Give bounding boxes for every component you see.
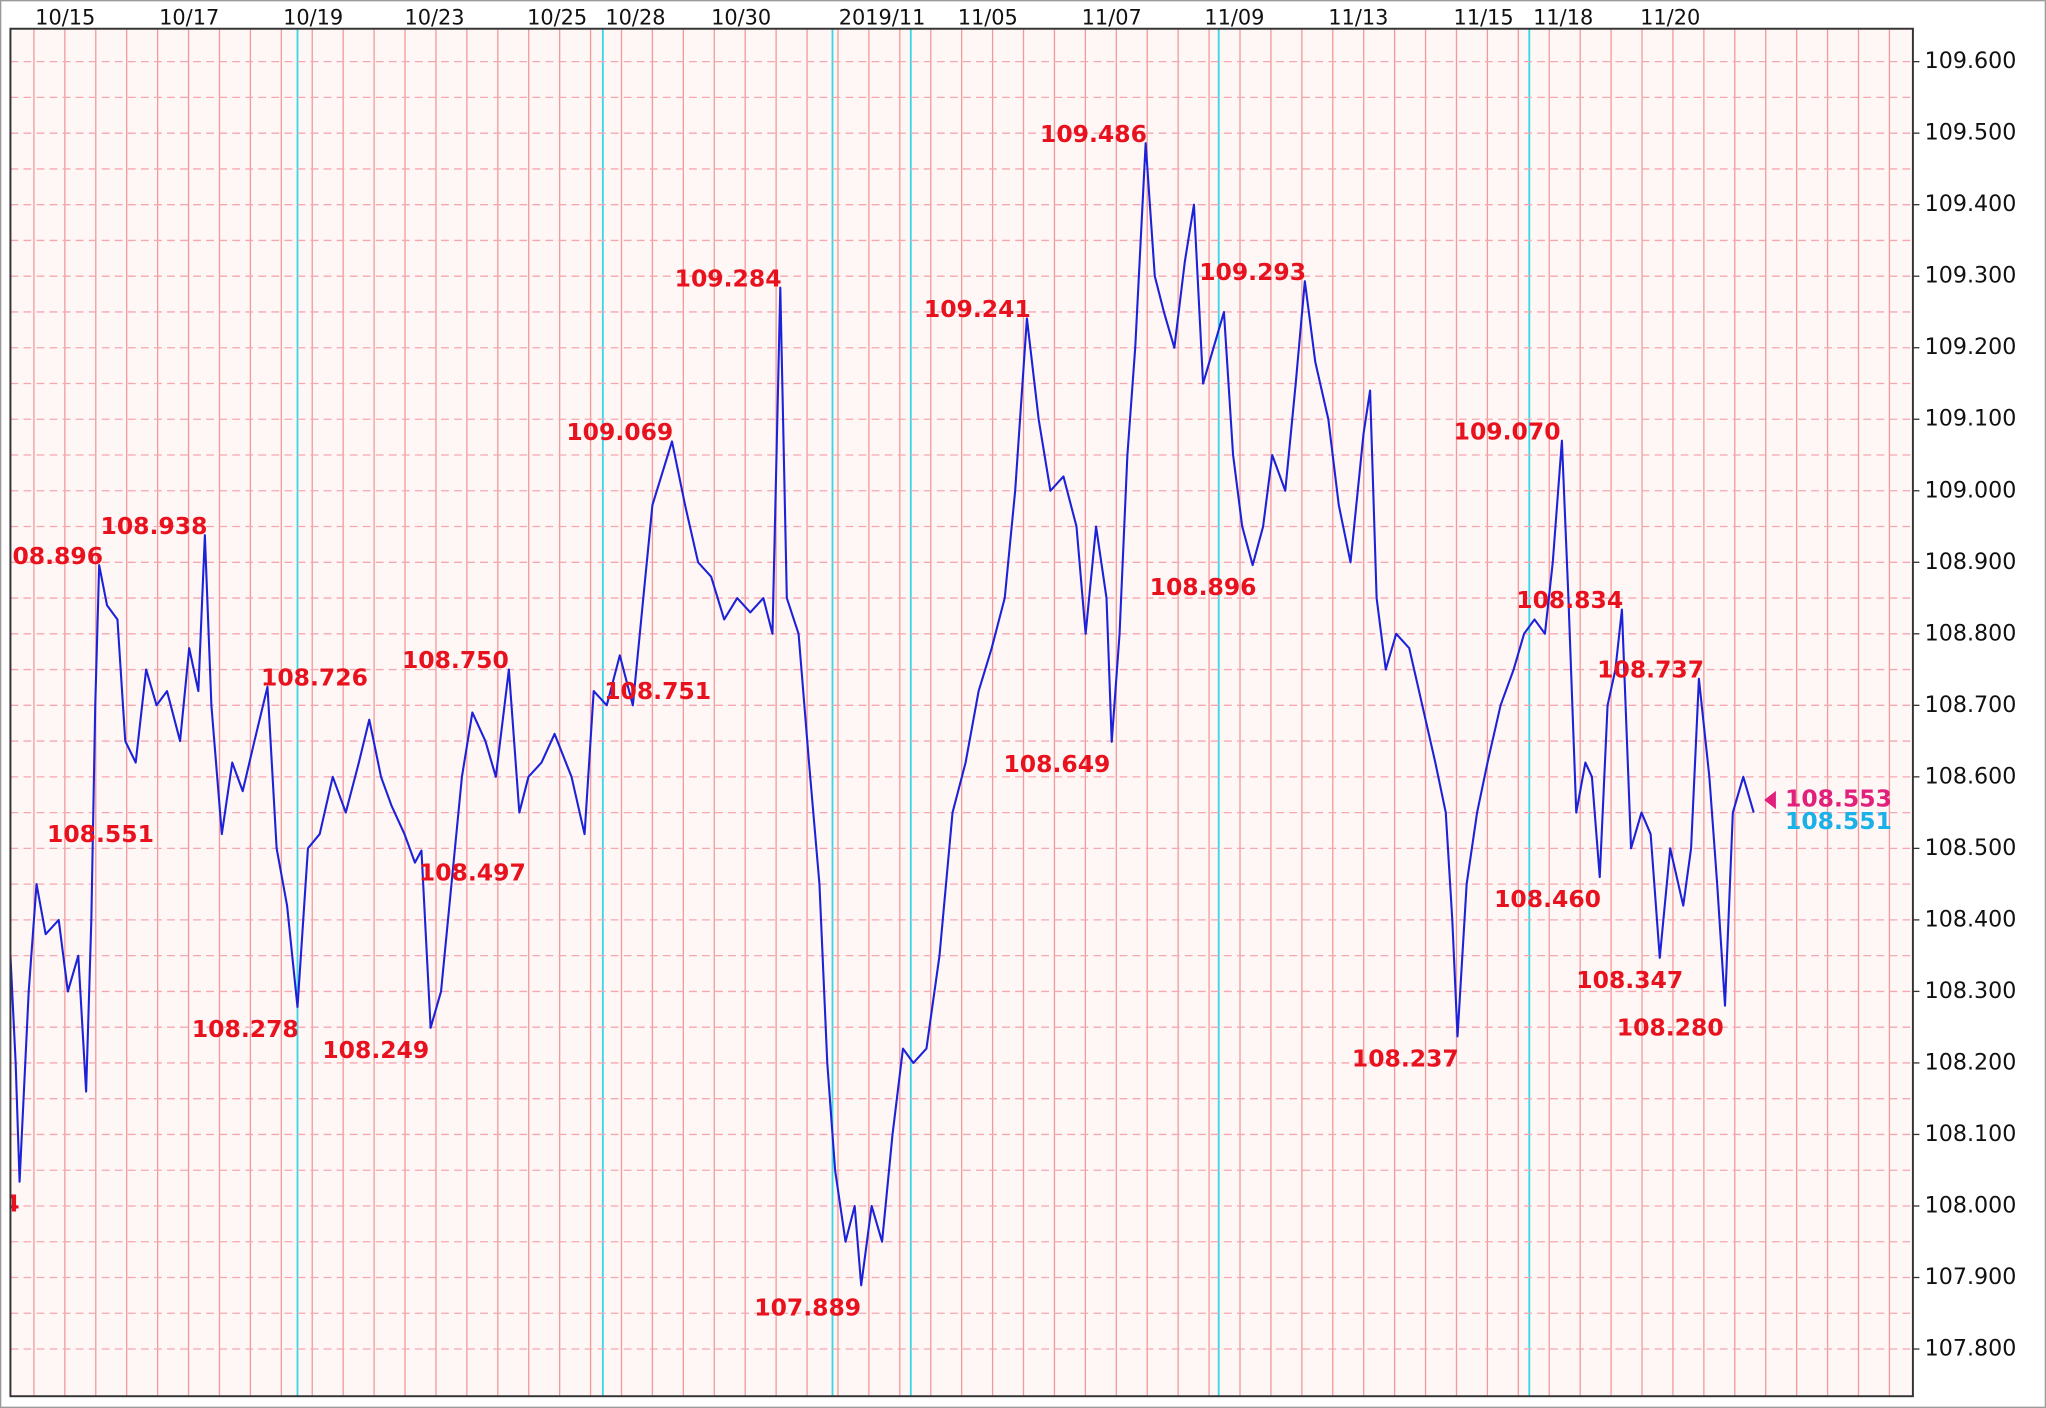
- y-tick-label: 108.000: [1925, 1192, 2017, 1218]
- y-tick-label: 107.800: [1925, 1336, 2017, 1362]
- extreme-label: 109.069: [566, 418, 673, 446]
- y-tick-label: 108.600: [1925, 763, 2017, 789]
- y-tick-label: 107.900: [1925, 1264, 2017, 1290]
- x-tick-label: 10/19: [283, 5, 343, 29]
- x-tick-label: 2019/11: [839, 5, 926, 29]
- x-tick-label: 11/05: [958, 5, 1018, 29]
- price-label: 108.551: [1785, 807, 1892, 835]
- x-tick-label: 10/30: [711, 5, 771, 29]
- y-tick-label: 109.000: [1925, 477, 2017, 503]
- x-tick-label: 11/13: [1328, 5, 1388, 29]
- extreme-label: 108.750: [402, 646, 509, 674]
- extreme-label: 108.280: [1617, 1014, 1724, 1042]
- x-tick-label: 11/07: [1082, 5, 1142, 29]
- price-marker: [1764, 790, 1776, 810]
- y-tick-label: 108.800: [1925, 620, 2017, 646]
- x-tick-label: 11/15: [1454, 5, 1514, 29]
- y-tick-label: 108.700: [1925, 692, 2017, 718]
- extreme-label: 108.249: [322, 1036, 429, 1064]
- extreme-label: 108.551: [47, 820, 154, 848]
- extreme-label: 108.896: [0, 542, 103, 570]
- x-tick-label: 10/15: [35, 5, 95, 29]
- extreme-label: 109.284: [675, 264, 782, 292]
- extreme-label: 108.278: [192, 1015, 299, 1043]
- y-tick-label: 108.900: [1925, 549, 2017, 575]
- vertical-grid: [33, 28, 1891, 1397]
- extreme-label: 109.293: [1199, 258, 1306, 286]
- y-tick-label: 109.300: [1925, 263, 2017, 289]
- y-tick-label: 109.400: [1925, 191, 2017, 217]
- horizontal-grid: [10, 60, 1913, 1350]
- extreme-label: 108.751: [604, 677, 711, 705]
- extreme-label: 109.070: [1454, 417, 1561, 445]
- series-layer: 108.896 108.034 108.938 108.551 108.726 108.2…: [0, 120, 1755, 1321]
- extreme-label: 108.834: [1516, 586, 1623, 614]
- session-lines: [296, 28, 1531, 1397]
- y-tick-label: 109.500: [1925, 120, 2017, 146]
- price-label: 108.553: [1785, 785, 1892, 813]
- price-line: [10, 142, 1755, 1287]
- y-tick-label: 108.400: [1925, 906, 2017, 932]
- x-tick-label: 10/23: [404, 5, 464, 29]
- extreme-label: 108.034: [0, 1190, 20, 1218]
- extreme-label: 108.726: [261, 663, 368, 691]
- x-tick-label: 10/25: [527, 5, 587, 29]
- x-tick-label: 11/18: [1533, 5, 1593, 29]
- y-tick-label: 109.100: [1925, 406, 2017, 432]
- extreme-label: 108.347: [1576, 966, 1683, 994]
- y-tick-label: 108.200: [1925, 1049, 2017, 1075]
- x-tick-label: 11/20: [1640, 5, 1700, 29]
- y-tick-label: 108.300: [1925, 978, 2017, 1004]
- extreme-label: 108.896: [1150, 573, 1257, 601]
- extreme-label: 109.241: [924, 295, 1031, 323]
- extreme-label: 108.938: [101, 512, 208, 540]
- y-tick-label: 108.500: [1925, 835, 2017, 861]
- extreme-label: 109.486: [1040, 120, 1147, 148]
- label-layer: 107.800 107.900 108.000 108.100 108.200 108.3…: [35, 5, 2016, 1361]
- extreme-label: 107.889: [754, 1293, 861, 1321]
- x-tick-label: 10/28: [605, 5, 665, 29]
- y-tick-label: 108.100: [1925, 1121, 2017, 1147]
- extreme-label: 108.237: [1352, 1044, 1459, 1072]
- y-tick-label: 109.600: [1925, 48, 2017, 74]
- extreme-label: 108.460: [1494, 885, 1601, 913]
- extreme-label: 108.737: [1597, 656, 1704, 684]
- plot-border: [9, 27, 1914, 1398]
- extreme-label: 108.649: [1003, 750, 1110, 778]
- x-tick-label: 11/09: [1204, 5, 1264, 29]
- extreme-label: 108.497: [419, 859, 526, 887]
- y-tick-label: 109.200: [1925, 334, 2017, 360]
- x-tick-label: 10/17: [159, 5, 219, 29]
